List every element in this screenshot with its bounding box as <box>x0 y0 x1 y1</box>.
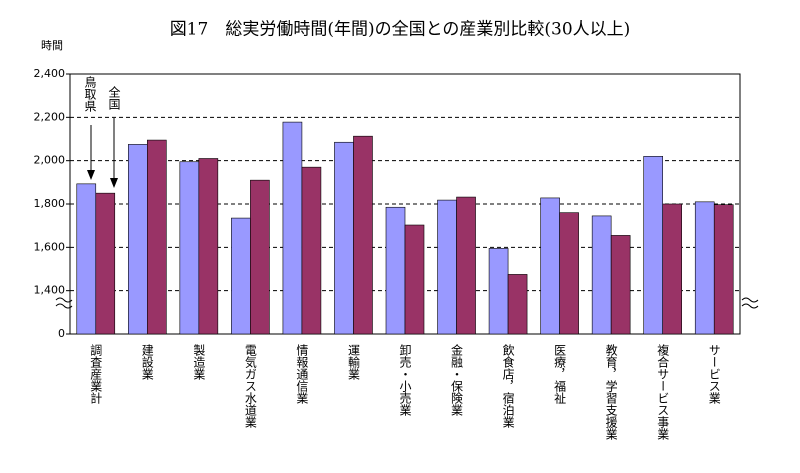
y-tick-label: 1,400 <box>34 284 66 297</box>
bar <box>662 203 682 335</box>
x-tick-label: 運輸業 <box>346 344 360 380</box>
x-tick-label: サービス業 <box>707 344 721 404</box>
marks: 0 1,400 1,600 1,800 2,000 2,200 2,400 <box>34 67 740 340</box>
x-tick-label: 卸売・小売業 <box>398 343 412 416</box>
bar <box>456 196 476 335</box>
x-tick-label: 製造業 <box>192 344 206 380</box>
bar <box>385 206 406 335</box>
bar <box>507 274 528 335</box>
y-tick-label: 1,600 <box>34 240 66 253</box>
x-tick-label: 金融・保険業 <box>450 343 464 416</box>
y-tick-label: 2,200 <box>34 110 66 123</box>
y-tick-label: 2,400 <box>34 67 66 80</box>
y-tick-label: 2,000 <box>34 154 66 167</box>
arrow-head <box>110 178 118 188</box>
series-annotation: 鳥取県 <box>83 75 97 112</box>
bar <box>301 166 322 335</box>
bar <box>437 199 457 335</box>
bar <box>334 141 354 335</box>
bar <box>610 235 631 335</box>
x-tick-label: 教育，学習支援業 <box>604 343 618 440</box>
x-tick-label: 調査産業計 <box>89 344 103 404</box>
x-tick-label: 電気ガス水道業 <box>243 344 257 428</box>
bar <box>198 158 219 335</box>
bar <box>694 201 715 335</box>
bar <box>250 179 270 335</box>
y-axis-label: 時間 <box>41 39 63 52</box>
axis-break-left <box>55 297 73 309</box>
bar <box>713 204 734 335</box>
bar <box>353 135 373 335</box>
chart-title: 図17 総実労働時間(年間)の全国との産業別比較(30人以上) <box>170 20 631 40</box>
arrow-head <box>87 170 95 180</box>
series-annotation: 全国 <box>107 85 121 110</box>
axis-break-right <box>741 297 759 309</box>
bar <box>147 139 167 335</box>
bar <box>540 197 560 335</box>
bar <box>128 144 148 335</box>
bar <box>95 192 116 335</box>
y-tick-label: 0 <box>58 327 65 340</box>
bar <box>179 161 200 335</box>
bar <box>76 183 97 335</box>
x-tick-label: 複合サービス事業 <box>656 343 670 440</box>
x-tick-label: 建設業 <box>140 344 154 380</box>
bar <box>404 224 425 335</box>
bar <box>591 215 612 335</box>
x-tick-label: 医療，福祉 <box>553 344 567 405</box>
x-tick-label: 情報通信業 <box>295 344 309 404</box>
bar <box>559 212 579 335</box>
bar <box>231 217 251 335</box>
y-tick-label: 1,800 <box>34 197 66 210</box>
bar <box>282 121 303 335</box>
bar <box>643 156 663 335</box>
bar <box>488 248 509 335</box>
x-tick-label: 飲食店，宿泊業 <box>501 343 515 428</box>
